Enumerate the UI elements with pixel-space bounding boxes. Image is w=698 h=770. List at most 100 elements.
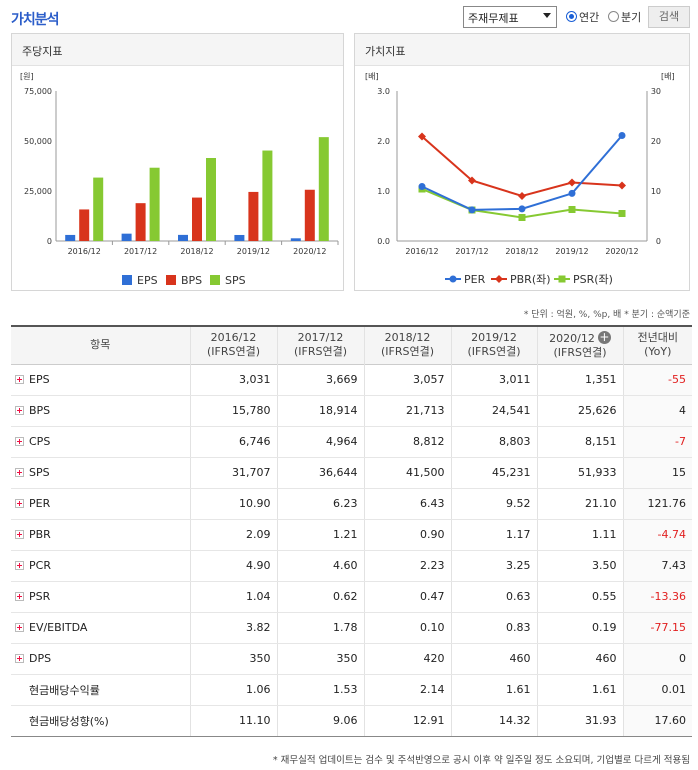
expand-plus-icon[interactable] xyxy=(15,592,24,601)
table-row: DPS 350 350 420 460 460 0 xyxy=(11,643,692,675)
table-cell: 1.78 xyxy=(276,612,364,644)
table-cell: 350 xyxy=(189,643,277,675)
legend-marker xyxy=(495,275,503,283)
table-cell: 21.10 xyxy=(536,488,623,520)
legend-swatch xyxy=(210,275,220,285)
expand-plus-icon[interactable] xyxy=(15,654,24,663)
bar-eps xyxy=(290,238,301,241)
row-label[interactable]: PBR xyxy=(11,519,190,551)
x-tick-label: 2018/12 xyxy=(180,247,213,256)
legend-label: BPS xyxy=(181,274,202,287)
point-marker xyxy=(618,181,626,190)
row-label-text: 현금배당수익률 xyxy=(29,683,100,697)
row-label[interactable]: BPS xyxy=(11,395,190,427)
expand-plus-icon[interactable] xyxy=(15,375,24,384)
header-col: 2016/12 (IFRS연결) xyxy=(189,326,277,364)
expand-plus-icon[interactable] xyxy=(15,468,24,477)
expand-plus-icon[interactable] xyxy=(15,561,24,570)
bar-eps xyxy=(178,234,188,241)
table-cell: 6.43 xyxy=(363,488,451,520)
table-cell: 1.61 xyxy=(450,674,537,706)
row-label-text: PER xyxy=(29,497,51,510)
yoy-cell: -7 xyxy=(622,426,692,458)
table-cell: 6.23 xyxy=(276,488,364,520)
row-label[interactable]: DPS xyxy=(11,643,190,675)
point-marker xyxy=(518,214,526,221)
table-cell: 21,713 xyxy=(363,395,451,427)
expand-plus-icon[interactable] xyxy=(15,623,24,632)
row-label-text: PSR xyxy=(29,590,51,603)
table-cell: 0.83 xyxy=(450,612,537,644)
radio-checked-icon xyxy=(566,11,577,22)
page-title: 가치분석 xyxy=(11,12,60,28)
row-label[interactable]: EPS xyxy=(11,364,190,396)
per-share-panel-title: 주당지표 xyxy=(12,34,343,66)
y-right-tick-label: 10 xyxy=(651,187,661,196)
expand-plus-icon[interactable] xyxy=(15,406,24,415)
table-cell: 3.25 xyxy=(450,550,537,582)
statement-select[interactable]: 주재무제표 xyxy=(463,6,557,28)
bar-bps xyxy=(79,209,90,241)
x-tick-label: 2020/12 xyxy=(293,247,326,256)
radio-annual[interactable]: 연간 xyxy=(566,9,599,25)
row-label[interactable]: PSR xyxy=(11,581,190,613)
point-marker xyxy=(568,206,576,213)
y-left-tick-label: 2.0 xyxy=(377,137,390,146)
point-marker xyxy=(518,205,526,213)
y-tick-label: 50,000 xyxy=(24,137,52,146)
expand-plus-icon[interactable] xyxy=(15,530,24,539)
table-cell: 3.50 xyxy=(536,550,623,582)
bar-eps xyxy=(121,233,132,241)
table-row: EV/EBITDA 3.82 1.78 0.10 0.83 0.19 -77.15 xyxy=(11,612,692,644)
yoy-cell: 121.76 xyxy=(622,488,692,520)
header-sublabel: (IFRS연결) xyxy=(467,345,521,359)
table-cell: 3,011 xyxy=(450,364,537,396)
series-line-pbr xyxy=(421,135,623,198)
search-button[interactable]: 검색 xyxy=(648,6,690,28)
radio-quarter[interactable]: 분기 xyxy=(608,9,641,25)
legend-marker xyxy=(558,275,566,283)
table-cell: 1.53 xyxy=(276,674,364,706)
header-sublabel: (IFRS연결) xyxy=(293,345,348,359)
row-label-text: PCR xyxy=(29,559,51,572)
row-label-text: BPS xyxy=(29,404,51,417)
yoy-cell: 0.01 xyxy=(622,674,692,706)
header-label: 2018/12 xyxy=(384,331,431,345)
y-tick-label: 75,000 xyxy=(24,87,52,96)
table-cell: 0.10 xyxy=(363,612,451,644)
yoy-cell: 7.43 xyxy=(622,550,692,582)
bar-eps xyxy=(234,234,245,241)
row-label[interactable]: SPS xyxy=(11,457,190,489)
expand-plus-icon[interactable] xyxy=(15,499,24,508)
value-panel-title: 가치지표 xyxy=(355,34,689,66)
row-label[interactable]: CPS xyxy=(11,426,190,458)
table-row: 현금배당성향(%) 11.10 9.06 12.91 14.32 31.93 17.60 xyxy=(11,705,692,737)
header-sublabel: (IFRS연결) xyxy=(206,345,261,359)
y-left-tick-label: 1.0 xyxy=(377,187,390,196)
expand-plus-icon[interactable] xyxy=(15,437,24,446)
x-tick-label: 2020/12 xyxy=(605,247,638,256)
table-cell: 8,812 xyxy=(363,426,451,458)
y-left-tick-label: 0.0 xyxy=(377,237,390,246)
header-col: 2020/12 + (IFRS연결) xyxy=(536,326,623,364)
table-cell: 1.17 xyxy=(450,519,537,551)
table-cell: 31.93 xyxy=(536,705,623,737)
table-cell: 0.19 xyxy=(536,612,623,644)
table-cell: 9.52 xyxy=(450,488,537,520)
bar-bps xyxy=(304,189,315,241)
add-column-icon[interactable]: + xyxy=(597,329,611,344)
row-label: 현금배당수익률 xyxy=(11,674,190,706)
bar-bps xyxy=(248,191,259,241)
row-label-text: DPS xyxy=(29,652,52,665)
row-label[interactable]: PCR xyxy=(11,550,190,582)
point-marker xyxy=(568,189,576,197)
table-cell: 1.06 xyxy=(189,674,277,706)
statement-select-value: 주재무제표 xyxy=(468,12,519,25)
header-item: 항목 xyxy=(11,326,190,364)
x-tick-label: 2016/12 xyxy=(68,247,101,256)
row-label[interactable]: EV/EBITDA xyxy=(11,612,190,644)
table-cell: 3,031 xyxy=(189,364,277,396)
y-unit-label: [원] xyxy=(20,72,34,81)
yoy-cell: 17.60 xyxy=(622,705,692,737)
row-label[interactable]: PER xyxy=(11,488,190,520)
